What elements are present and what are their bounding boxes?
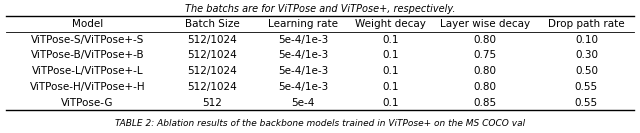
Text: 512/1024: 512/1024	[188, 66, 237, 76]
Text: ViTPose-S/ViTPose+-S: ViTPose-S/ViTPose+-S	[31, 35, 144, 45]
Text: 512/1024: 512/1024	[188, 82, 237, 92]
Text: 0.1: 0.1	[383, 97, 399, 107]
Text: 0.10: 0.10	[575, 35, 598, 45]
Text: 0.55: 0.55	[575, 82, 598, 92]
Text: 0.30: 0.30	[575, 50, 598, 60]
Text: 5e-4/1e-3: 5e-4/1e-3	[278, 82, 328, 92]
Text: 5e-4/1e-3: 5e-4/1e-3	[278, 66, 328, 76]
Text: ViTPose-L/ViTPose+-L: ViTPose-L/ViTPose+-L	[31, 66, 143, 76]
Text: 0.85: 0.85	[474, 97, 497, 107]
Text: 0.55: 0.55	[575, 97, 598, 107]
Text: 512: 512	[202, 97, 222, 107]
Text: 0.1: 0.1	[383, 66, 399, 76]
Text: The batchs are for ViTPose and ViTPose+, respectively.: The batchs are for ViTPose and ViTPose+,…	[185, 4, 455, 14]
Text: Model: Model	[72, 19, 103, 29]
Text: Batch Size: Batch Size	[185, 19, 239, 29]
Text: 512/1024: 512/1024	[188, 50, 237, 60]
Text: Learning rate: Learning rate	[268, 19, 338, 29]
Text: Weight decay: Weight decay	[355, 19, 426, 29]
Text: TABLE 2: Ablation results of the backbone models trained in ViTPose+ on the MS C: TABLE 2: Ablation results of the backbon…	[115, 119, 525, 128]
Text: 0.1: 0.1	[383, 35, 399, 45]
Text: Drop path rate: Drop path rate	[548, 19, 625, 29]
Text: 0.80: 0.80	[474, 66, 497, 76]
Text: Layer wise decay: Layer wise decay	[440, 19, 531, 29]
Text: ViTPose-B/ViTPose+-B: ViTPose-B/ViTPose+-B	[31, 50, 144, 60]
Text: 5e-4/1e-3: 5e-4/1e-3	[278, 50, 328, 60]
Text: 0.75: 0.75	[474, 50, 497, 60]
Text: 5e-4/1e-3: 5e-4/1e-3	[278, 35, 328, 45]
Text: ViTPose-H/ViTPose+-H: ViTPose-H/ViTPose+-H	[29, 82, 145, 92]
Text: 0.1: 0.1	[383, 82, 399, 92]
Text: 5e-4: 5e-4	[291, 97, 315, 107]
Text: 0.1: 0.1	[383, 50, 399, 60]
Text: 0.80: 0.80	[474, 82, 497, 92]
Text: 0.80: 0.80	[474, 35, 497, 45]
Text: ViTPose-G: ViTPose-G	[61, 97, 113, 107]
Text: 0.50: 0.50	[575, 66, 598, 76]
Text: 512/1024: 512/1024	[188, 35, 237, 45]
